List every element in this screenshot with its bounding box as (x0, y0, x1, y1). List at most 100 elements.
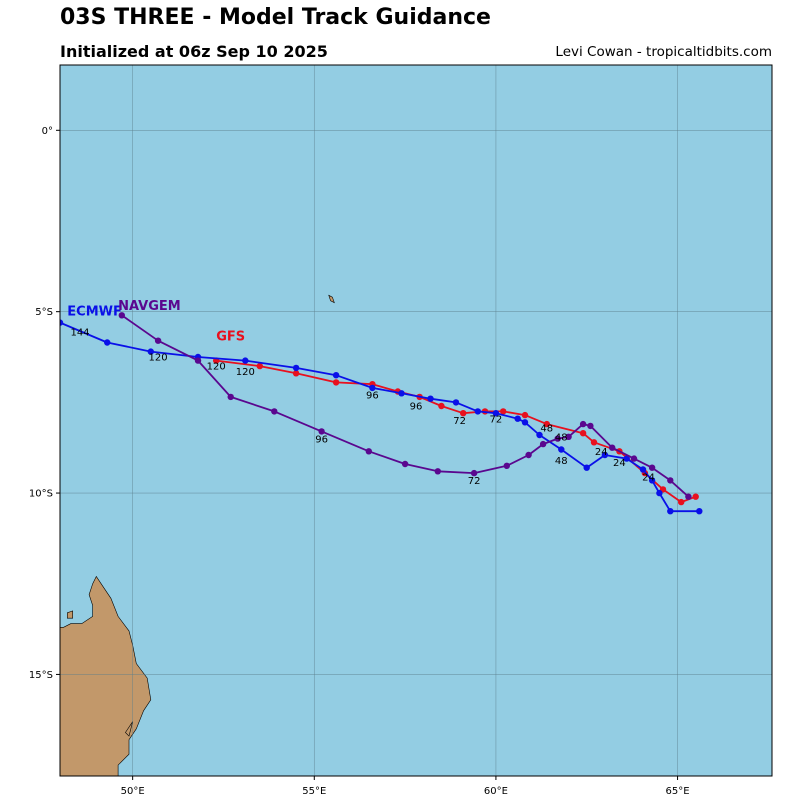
lat-tick-label: 0° (42, 126, 53, 137)
ecmwf-track-point (60, 319, 64, 326)
navgem-track-point (579, 420, 587, 428)
navgem-track-point (318, 428, 325, 435)
gfs-hour-label: 48 (555, 433, 568, 444)
ecmwf-model-label: ECMWF (67, 304, 122, 319)
ecmwf-hour-label: 144 (70, 327, 89, 338)
ecmwf-track-point (558, 446, 565, 453)
lon-tick-label: 65°E (666, 786, 690, 797)
map-frame (59, 64, 773, 777)
ecmwf-track-point (104, 339, 111, 346)
ecmwf-track-point (514, 415, 521, 422)
madagascar-landmass (60, 575, 152, 776)
navgem-track-point (365, 448, 372, 455)
navgem-track-line (121, 314, 690, 498)
navgem-track-point (648, 464, 656, 471)
gfs-hour-label: 96 (410, 402, 423, 413)
navgem-track (118, 312, 692, 500)
label-layer: 24 48 72 96 120 GFS 24 48 72 96 120 144 ECMWF 24 48 72 9… (67, 299, 655, 487)
navgem-hour-label: 48 (540, 423, 553, 434)
navgem-track-point (685, 493, 692, 500)
gfs-hour-label: 24 (642, 472, 655, 483)
ecmwf-track-point (242, 357, 249, 364)
lat-tick-label: 10°S (29, 489, 53, 500)
ecmwf-hour-label: 48 (555, 456, 568, 467)
gfs-track-point (438, 402, 445, 410)
navgem-track-point (434, 468, 441, 475)
navgem-hour-label: 120 (149, 353, 168, 364)
ecmwf-hour-label: 24 (613, 458, 626, 469)
gfs-track-point (543, 420, 550, 428)
gfs-hour-label: 72 (490, 414, 503, 425)
ecmwf-track-point (601, 451, 609, 459)
ecmwf-track-point (656, 489, 663, 497)
ecmwf-track-point (667, 508, 674, 515)
ecmwf-track-point (521, 419, 529, 426)
navgem-track-point (539, 440, 547, 448)
navgem-track-point (401, 460, 409, 468)
lon-tick-label: 55°E (302, 786, 326, 797)
track-layer (60, 312, 703, 515)
gfs-track-point (292, 370, 300, 377)
ecmwf-track-point (427, 395, 434, 402)
ecmwf-track-point (623, 455, 630, 462)
island (328, 294, 335, 304)
ecmwf-hour-label: 96 (366, 391, 379, 402)
credit-text: Levi Cowan - tropicaltidbits.com (555, 44, 772, 60)
lon-tick-label: 60°E (484, 786, 508, 797)
navgem-track-point (154, 337, 162, 344)
navgem-track-point (503, 462, 510, 469)
lon-tick-label: 50°E (121, 786, 145, 797)
ecmwf-track-point (583, 464, 590, 471)
island (125, 721, 133, 737)
ecmwf-track-point (452, 399, 460, 406)
axis-ticks: 50°E 55°E 60°E 65°E 0° 5°S 10°S 15°S (29, 126, 690, 797)
ecmwf-track-point (369, 384, 376, 392)
island (67, 610, 73, 619)
navgem-track-point (554, 435, 561, 442)
navgem-track-point (118, 312, 126, 319)
ecmwf-track-point (536, 431, 543, 439)
ecmwf-track-point (147, 348, 154, 355)
gfs-track-point (332, 379, 340, 386)
navgem-track-point (609, 444, 616, 451)
ecmwf-track-point (398, 390, 405, 397)
gfs-track-point (678, 498, 685, 506)
navgem-track-point (271, 408, 278, 415)
navgem-track-point (470, 469, 478, 477)
initialization-time: Initialized at 06z Sep 10 2025 (60, 42, 328, 61)
land-layer (60, 294, 335, 776)
ecmwf-track-point (648, 477, 656, 484)
lat-tick-label: 15°S (29, 670, 53, 681)
gfs-track-point (579, 430, 587, 437)
page-title: 03S THREE - Model Track Guidance (60, 5, 491, 30)
gfs-track-point (692, 493, 699, 500)
gfs-track-point (500, 408, 507, 415)
ecmwf-track-point (292, 364, 300, 372)
navgem-track-point (667, 477, 674, 484)
ecmwf-track-point (474, 408, 481, 415)
ecmwf-track-point (639, 466, 647, 473)
navgem-hour-label: 96 (315, 434, 328, 445)
navgem-model-label: NAVGEM (118, 299, 181, 314)
navgem-track-point (525, 451, 532, 459)
ecmwf-track-point (696, 508, 703, 515)
ocean-background (60, 65, 772, 776)
gfs-track-point (521, 411, 529, 419)
gfs-track-point (256, 362, 263, 370)
ecmwf-hour-label: 72 (453, 416, 466, 427)
navgem-track-point (630, 455, 638, 462)
gfs-track-point (460, 410, 467, 417)
lat-tick-label: 5°S (35, 307, 53, 318)
grid-lines (60, 65, 772, 776)
navgem-track-point (587, 422, 594, 430)
navgem-hour-label: 72 (468, 476, 481, 487)
gfs-hour-label: 120 (236, 367, 255, 378)
navgem-track-point (565, 433, 572, 440)
ecmwf-track-point (492, 410, 500, 417)
gfs-track-point (590, 439, 598, 446)
navgem-track-point (227, 393, 234, 401)
gfs-model-label: GFS (216, 330, 245, 345)
ecmwf-track-point (332, 372, 340, 379)
navgem-hour-label: 24 (595, 447, 608, 458)
